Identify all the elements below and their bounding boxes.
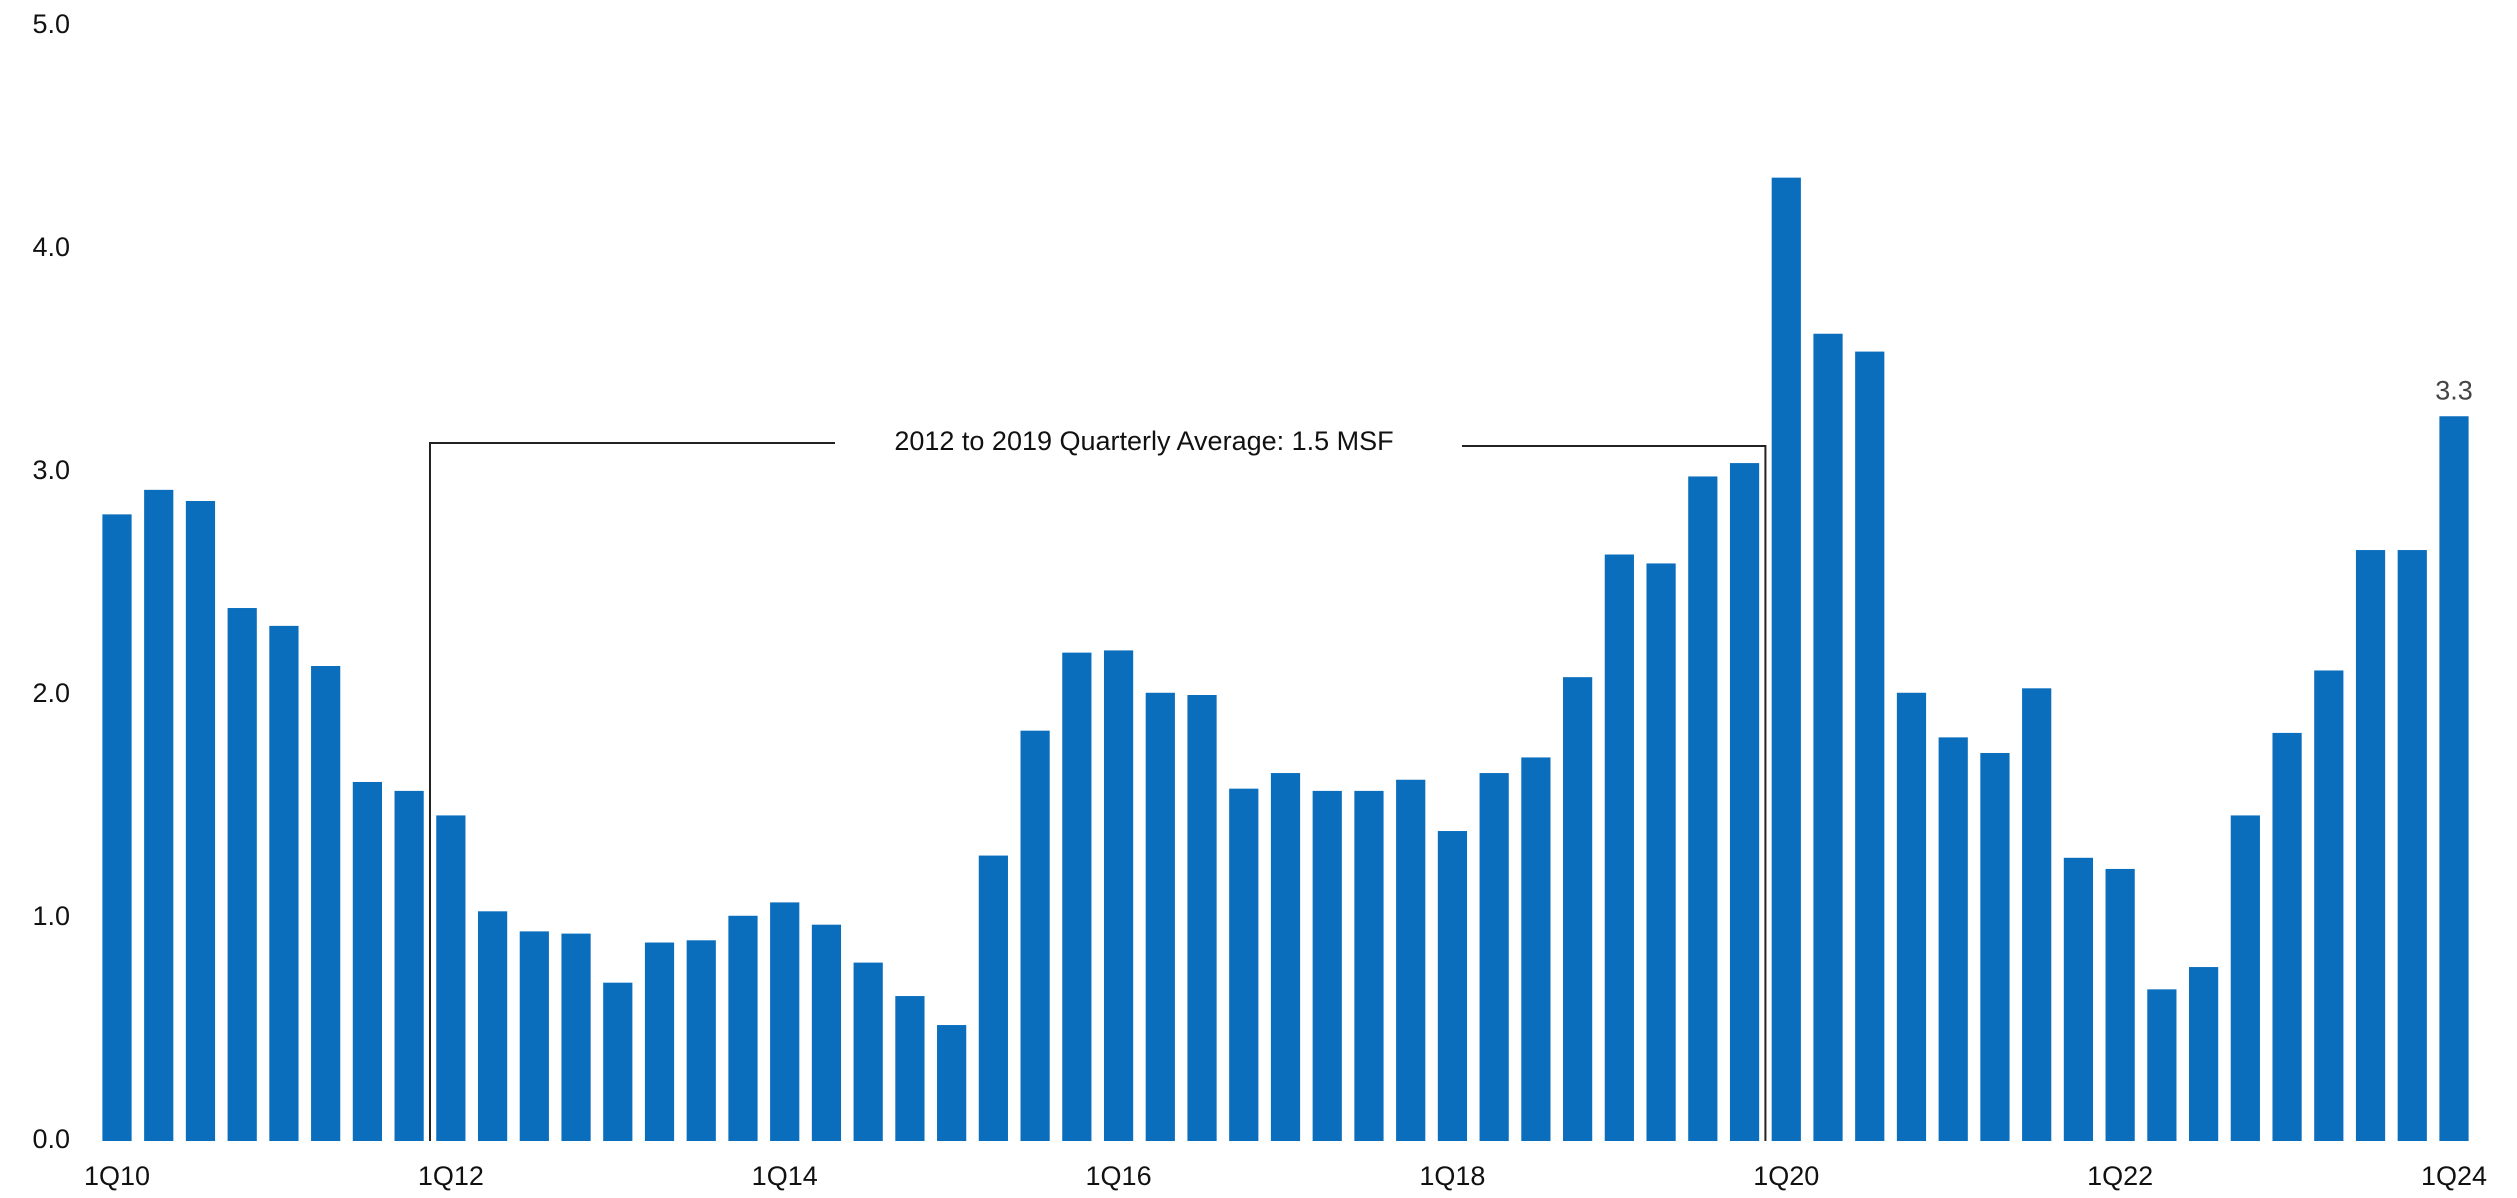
y-tick-label: 5.0 [32,9,70,39]
bar [1688,476,1718,1142]
y-tick-label: 2.0 [32,678,70,708]
bar [1771,177,1801,1141]
y-tick-label: 3.0 [32,455,70,485]
y-tick-label: 4.0 [32,232,70,262]
bar [1437,831,1468,1141]
bar [2314,670,2344,1141]
bar [686,940,716,1141]
bar [227,608,257,1141]
bar [1896,692,1927,1141]
bar [811,924,842,1141]
bar [937,1025,967,1141]
x-tick-label: 1Q10 [84,1161,150,1191]
value-label: 3.3 [2435,375,2473,405]
bar [1229,788,1259,1141]
bar [853,962,883,1141]
bar [2439,416,2469,1141]
bar [1354,790,1384,1141]
bar [2355,550,2386,1141]
bar [1145,692,1175,1141]
x-tick-label: 1Q20 [1753,1161,1819,1191]
y-tick-label: 1.0 [32,901,70,931]
x-tick-label: 1Q16 [1086,1161,1152,1191]
bar [1980,752,2010,1141]
bar [1729,463,1760,1142]
x-tick-label: 1Q12 [418,1161,484,1191]
bar [2230,815,2260,1141]
x-tick-label: 1Q24 [2421,1161,2487,1191]
bracket-left [428,442,835,1141]
bar [2397,550,2427,1141]
bar [1312,790,1342,1141]
bracket-right [1462,445,1767,1141]
bar [2022,688,2052,1141]
x-tick-label: 1Q14 [752,1161,818,1191]
bar [102,514,132,1141]
bar [436,815,466,1141]
x-tick-label: 1Q18 [1419,1161,1485,1191]
bar [1855,351,1885,1142]
bar [644,942,675,1141]
bar [1521,757,1551,1141]
bar [394,790,424,1141]
bar [895,996,925,1141]
x-tick-label: 1Q22 [2087,1161,2153,1191]
bar [1813,333,1843,1141]
bar [144,489,174,1142]
bar [2272,732,2302,1141]
bar [1604,554,1634,1141]
bar [1479,773,1509,1141]
bar [2147,989,2177,1141]
bar [1563,677,1593,1141]
bar [2105,868,2135,1141]
bar [1396,779,1426,1141]
bar [2189,967,2219,1141]
bar [477,911,508,1141]
bar [185,500,216,1141]
bar [311,666,341,1141]
bar [1938,737,1968,1141]
bar [1062,652,1092,1141]
bar [728,915,758,1141]
bar [1646,563,1676,1141]
bar [1187,695,1217,1141]
bar [352,781,382,1141]
bar [269,625,299,1141]
y-tick-label: 0.0 [32,1124,70,1154]
bar [603,982,633,1141]
bar [770,902,800,1141]
bar [519,931,549,1141]
bar [1020,730,1050,1141]
average-bracket [428,442,1767,1141]
bar [2063,857,2094,1141]
bar [1270,773,1301,1141]
bar [978,855,1008,1141]
bar [1103,650,1134,1141]
bar [561,933,591,1141]
annotation: 2012 to 2019 Quarterly Average: 1.5 MSF [894,426,1393,456]
